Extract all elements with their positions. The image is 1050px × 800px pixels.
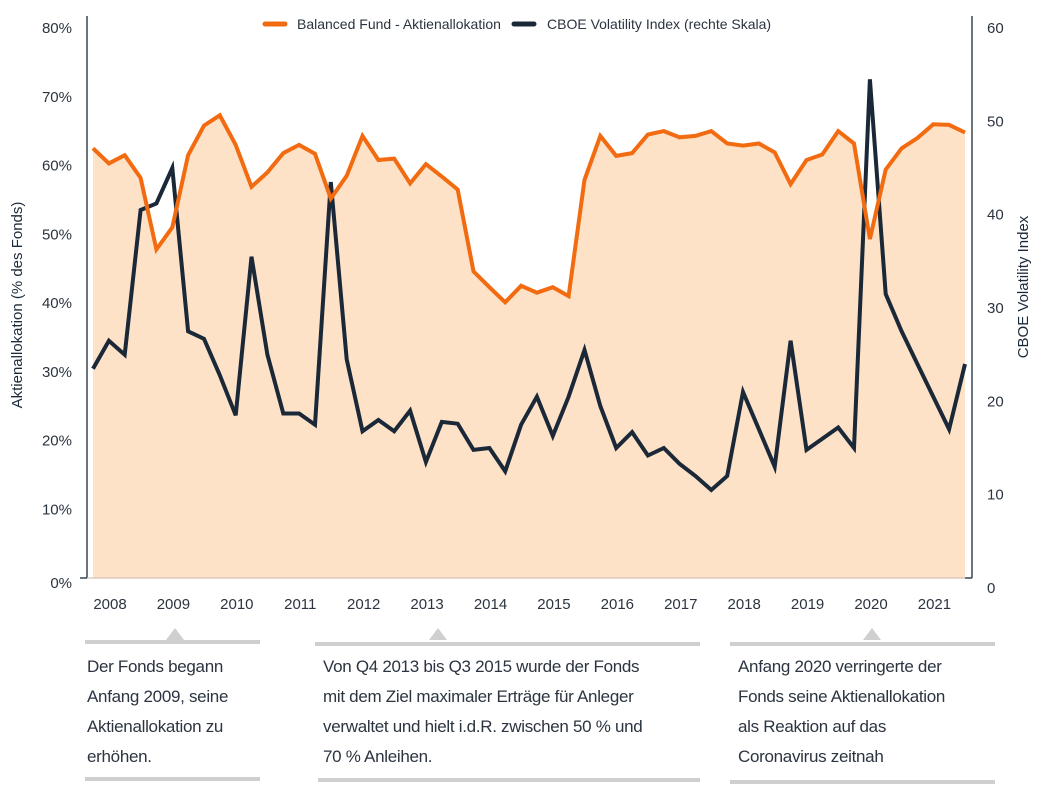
x-axis-tick-label: 2010 [220, 596, 253, 613]
annotation-line: erhöhen. [87, 747, 152, 766]
annotation-pointer [863, 628, 881, 640]
fund-area-fill [93, 115, 965, 579]
x-axis-tick-label: 2016 [601, 596, 634, 613]
annotation-text: Anfang 2020 verringerte der Fonds seine … [738, 652, 1008, 772]
x-axis-tick-label: 2014 [474, 596, 507, 613]
left-axis-tick-label: 50% [42, 226, 72, 243]
x-axis-tick-label: 2009 [157, 596, 190, 613]
series-lines [91, 79, 967, 493]
chart: 0% 10% 20% 30% 40% 50% 60% 70% 80% 0 10 20 30 40 50 60 2… [9, 16, 1032, 613]
legend: Balanced Fund - Aktienallokation CBOE Vo… [262, 16, 771, 32]
annotation-pointer [429, 628, 447, 640]
annotation-top-rule [85, 640, 260, 644]
annotation-line: mit dem Ziel maximaler Erträge für Anleg… [323, 687, 634, 706]
annotation-line: 70 % Anleihen. [323, 747, 433, 766]
annotation-text: Der Fonds begann Anfang 2009, seine Akti… [87, 652, 267, 772]
left-axis-tick-label: 40% [42, 295, 72, 312]
right-axis-tick-label: 20 [987, 393, 1004, 410]
x-axis-tick-label: 2019 [791, 596, 824, 613]
left-axis-title: Aktienallokation (% des Fonds) [9, 202, 26, 409]
annotation-2020: Anfang 2020 verringerte der Fonds seine … [730, 628, 995, 788]
annotation-2009: Der Fonds begann Anfang 2009, seine Akti… [85, 628, 260, 783]
annotation-pointer [166, 628, 184, 640]
annotation-line: Anfang 2020 verringerte der [738, 657, 942, 676]
annotation-line: verwaltet und hielt i.d.R. zwischen 50 %… [323, 717, 643, 736]
annotation-line: Fonds seine Aktienallokation [738, 687, 946, 706]
right-axis-tick-label: 60 [987, 20, 1004, 37]
left-axis-tick-label: 0% [50, 575, 72, 592]
right-axis-tick-label: 0 [987, 580, 995, 597]
legend-vix-label: CBOE Volatility Index (rechte Skala) [547, 16, 771, 32]
axes [80, 16, 973, 579]
annotation-line: Von Q4 2013 bis Q3 2015 wurde der Fonds [323, 657, 640, 676]
right-axis-tick-label: 10 [987, 487, 1004, 504]
left-axis-tick-label: 30% [42, 364, 72, 381]
annotation-line: Coronavirus zeitnah [738, 747, 884, 766]
annotation-bottom-rule [318, 778, 700, 782]
left-axis-tick-label: 60% [42, 158, 72, 175]
x-axis-tick-label: 2021 [918, 596, 951, 613]
annotation-top-rule [315, 642, 700, 646]
x-axis-tick-label: 2015 [537, 596, 570, 613]
x-axis-tick-label: 2012 [347, 596, 380, 613]
left-axis-tick-label: 70% [42, 89, 72, 106]
annotation-line: als Reaktion auf das [738, 717, 887, 736]
tick-labels: 0% 10% 20% 30% 40% 50% 60% 70% 80% 0 10 20 30 40 50 60 2… [42, 20, 1004, 613]
annotation-text: Von Q4 2013 bis Q3 2015 wurde der Fonds … [323, 652, 713, 772]
annotation-bottom-rule [85, 777, 260, 781]
left-axis-tick-label: 80% [42, 20, 72, 37]
right-axis-tick-label: 30 [987, 300, 1004, 317]
right-axis-title: CBOE Volatility Index [1015, 215, 1032, 358]
x-axis-tick-label: 2020 [854, 596, 887, 613]
x-axis-tick-label: 2017 [664, 596, 697, 613]
right-axis-tick-label: 40 [987, 207, 1004, 224]
annotation-line: Der Fonds begann [87, 657, 224, 676]
x-axis-tick-label: 2018 [727, 596, 760, 613]
vix-line [91, 79, 967, 493]
x-axis-tick-label: 2013 [410, 596, 443, 613]
annotation-line: Aktienallokation zu [87, 717, 224, 736]
annotation-2013: Von Q4 2013 bis Q3 2015 wurde der Fonds … [315, 628, 700, 783]
annotation-top-rule [730, 642, 995, 646]
x-axis-tick-label: 2008 [93, 596, 126, 613]
x-axis-tick-label: 2011 [284, 596, 316, 613]
right-axis-tick-label: 50 [987, 113, 1004, 130]
left-axis-tick-label: 10% [42, 501, 72, 518]
legend-fund-label: Balanced Fund - Aktienallokation [297, 16, 501, 32]
fund-line [91, 112, 966, 306]
fund-area [93, 115, 965, 579]
annotation-line: Anfang 2009, seine [87, 687, 229, 706]
left-axis-tick-label: 20% [42, 433, 72, 450]
annotation-bottom-rule [730, 780, 995, 784]
